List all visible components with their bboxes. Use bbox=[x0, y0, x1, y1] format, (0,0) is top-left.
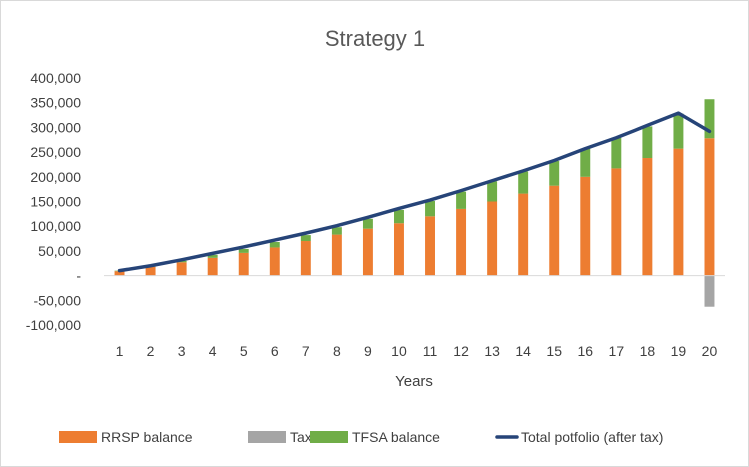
bar-rrsp-balance bbox=[456, 208, 467, 276]
bar-rrsp-balance bbox=[487, 201, 498, 276]
x-tick-label: 11 bbox=[423, 343, 438, 359]
bar-tfsa-balance bbox=[362, 218, 373, 229]
x-tick-label: 4 bbox=[209, 343, 217, 359]
legend-label: Tax bbox=[290, 429, 312, 445]
x-tick-label: 5 bbox=[240, 343, 248, 359]
chart-title: Strategy 1 bbox=[325, 26, 425, 51]
x-tick-label: 12 bbox=[453, 343, 469, 359]
y-tick-label: 200,000 bbox=[30, 169, 81, 185]
x-tick-label: 6 bbox=[271, 343, 279, 359]
bar-rrsp-balance bbox=[580, 176, 591, 276]
legend: RRSP balance Tax TFSA balance Total potfoli… bbox=[59, 429, 663, 445]
bar-rrsp-balance bbox=[518, 193, 529, 276]
bar-rrsp-balance bbox=[549, 185, 560, 276]
y-tick-label: 50,000 bbox=[38, 243, 81, 259]
x-tick-label: 14 bbox=[515, 343, 531, 359]
x-axis-label: Years bbox=[395, 373, 433, 390]
legend-label: Total potfolio (after tax) bbox=[521, 429, 663, 445]
x-tick-label: 7 bbox=[302, 343, 310, 359]
x-tick-label: 20 bbox=[702, 343, 718, 359]
line-series bbox=[117, 111, 712, 273]
legend-label: RRSP balance bbox=[101, 429, 193, 445]
x-tick-label: 17 bbox=[609, 343, 625, 359]
x-tick-label: 10 bbox=[391, 343, 407, 359]
bar-tfsa-balance bbox=[518, 171, 529, 194]
bar-rrsp-balance bbox=[425, 216, 435, 276]
y-tick-label: -50,000 bbox=[34, 292, 82, 308]
bar-tfsa-balance bbox=[580, 148, 591, 177]
bar-rrsp-balance bbox=[114, 271, 125, 276]
bar-rrsp-balance bbox=[269, 247, 280, 276]
legend-swatch bbox=[59, 431, 97, 443]
legend-label: TFSA balance bbox=[352, 429, 440, 445]
bar-tfsa-balance bbox=[300, 235, 311, 242]
bar-rrsp-balance bbox=[362, 228, 373, 276]
bar-rrsp-balance bbox=[642, 158, 653, 276]
x-tick-label: 16 bbox=[577, 343, 593, 359]
x-tick-label: 19 bbox=[671, 343, 687, 359]
bar-tfsa-balance bbox=[238, 248, 249, 253]
x-tick-label: 18 bbox=[640, 343, 656, 359]
bar-tfsa-balance bbox=[207, 254, 218, 258]
bar-rrsp-balance bbox=[331, 234, 342, 276]
bar-tfsa-balance bbox=[487, 181, 498, 202]
bar-tfsa-balance bbox=[269, 242, 280, 248]
legend-swatch bbox=[310, 431, 348, 443]
x-tick-label: 13 bbox=[484, 343, 500, 359]
y-tick-label: 250,000 bbox=[30, 144, 81, 160]
y-axis-tick-labels: -100,000-50,000-50,000100,000150,000200,… bbox=[26, 70, 82, 333]
y-tick-label: 150,000 bbox=[30, 194, 81, 210]
x-tick-label: 9 bbox=[364, 343, 372, 359]
line-total-portfolio bbox=[117, 111, 712, 273]
bar-tfsa-balance bbox=[611, 137, 622, 169]
bar-tax bbox=[704, 275, 715, 307]
x-tick-label: 3 bbox=[178, 343, 186, 359]
y-tick-label: 400,000 bbox=[30, 70, 81, 86]
bar-tfsa-balance bbox=[704, 99, 715, 139]
bar-tfsa-balance bbox=[331, 227, 342, 235]
bar-tfsa-balance bbox=[549, 160, 560, 186]
bar-rrsp-balance bbox=[207, 257, 218, 276]
bar-rrsp-balance bbox=[611, 168, 622, 276]
x-tick-label: 1 bbox=[116, 343, 124, 359]
y-tick-label: - bbox=[76, 268, 81, 284]
bar-tfsa-balance bbox=[425, 201, 435, 217]
y-tick-label: -100,000 bbox=[26, 317, 81, 333]
bar-rrsp-balance bbox=[394, 223, 404, 276]
x-tick-label: 15 bbox=[546, 343, 562, 359]
bar-rrsp-balance bbox=[673, 148, 684, 276]
bar-rrsp-balance bbox=[145, 266, 156, 276]
bar-tfsa-balance bbox=[394, 209, 404, 224]
bar-rrsp-balance bbox=[704, 138, 715, 276]
y-tick-label: 300,000 bbox=[30, 119, 81, 135]
x-axis-tick-labels: 1 2 3 4 5 6 7 8 9 10 11 12 13 14 15 16 17 18 19 20 bbox=[116, 343, 718, 359]
bar-rrsp-balance bbox=[238, 252, 249, 276]
bar-tfsa-balance bbox=[673, 113, 684, 149]
bar-rrsp-balance bbox=[300, 241, 311, 276]
bar-tfsa-balance bbox=[456, 191, 467, 209]
y-tick-label: 100,000 bbox=[30, 218, 81, 234]
x-tick-label: 2 bbox=[147, 343, 155, 359]
bar-rrsp-balance bbox=[176, 262, 187, 276]
y-tick-label: 350,000 bbox=[30, 95, 81, 111]
x-tick-label: 8 bbox=[333, 343, 341, 359]
bar-tfsa-balance bbox=[642, 126, 653, 159]
bar-series bbox=[114, 99, 715, 307]
legend-swatch bbox=[248, 431, 286, 443]
